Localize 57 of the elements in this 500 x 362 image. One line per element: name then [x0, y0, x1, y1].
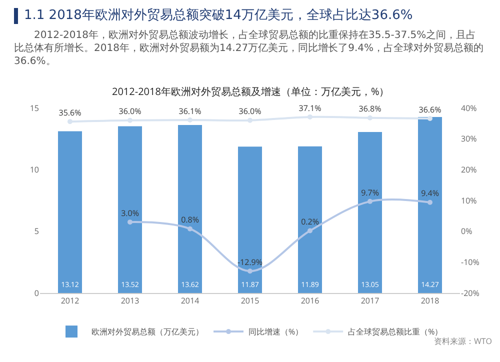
chart-title: 1.1 2018年欧洲对外贸易总额突破14万亿美元，全球占比达36.6%: [14, 8, 490, 24]
data-label: 3.0%: [121, 208, 140, 219]
bar: [178, 125, 202, 293]
bar: [418, 117, 442, 293]
bar: [298, 146, 322, 293]
data-label: 36.0%: [238, 106, 262, 118]
point: [128, 118, 132, 123]
data-label: 37.1%: [298, 102, 322, 114]
x-tick-label: 2015: [240, 296, 260, 307]
point: [428, 116, 432, 121]
text: 2012-2018年欧洲对外贸易总额及增速（单位：万亿美元，%）: [112, 84, 390, 98]
x-tick-label: 2014: [180, 296, 200, 307]
legend-label: 欧洲对外贸易总额（万亿美元）: [92, 326, 204, 338]
y-tick-label: 0: [34, 288, 40, 299]
point: [308, 114, 312, 120]
x-tick-label: 2012: [60, 296, 80, 307]
y-tick-label: 10: [30, 164, 40, 176]
bar: [238, 146, 262, 293]
bar: [58, 131, 82, 293]
point: [248, 118, 252, 123]
data-label: 0.2%: [301, 216, 320, 228]
legend-label: 占全球贸易总额比重（%）: [348, 326, 443, 338]
bar: [118, 126, 142, 293]
x-tick-label: 2016: [300, 296, 320, 307]
data-label: 0.8%: [181, 214, 200, 226]
point: [428, 200, 432, 205]
point: [68, 119, 72, 124]
point: [128, 220, 132, 225]
y2-tick-label: -10%: [461, 256, 480, 268]
data-label: 9.4%: [421, 188, 440, 200]
y2-tick-label: 30%: [461, 134, 478, 145]
data-label: 36.6%: [418, 104, 442, 116]
data-label: 36.1%: [178, 106, 202, 117]
bar: [358, 132, 382, 293]
point: [188, 226, 192, 232]
y2-tick-label: 40%: [461, 102, 478, 114]
y-tick-label: 5: [34, 226, 40, 238]
data-label: 36.8%: [358, 104, 382, 115]
legend-label: 同比增速（%）: [248, 326, 304, 338]
chart-subtitle: 2012-2018年，欧洲对外贸易总额波动增长，占全球贸易总额的比重保持在35.5-37.5%之间，且占比总体有所增长。2018年，欧洲对外贸易额为14.27万亿美元，同比增长了9.4%，占全球对外贸易总额的36.6%。: [14, 29, 484, 68]
text: 资料来源：WTO: [434, 336, 492, 347]
x-tick-label: 2018: [420, 296, 440, 307]
point: [248, 268, 252, 274]
x-tick-label: 2017: [360, 296, 380, 307]
y2-tick-label: 0%: [461, 226, 473, 238]
data-label: 36.0%: [118, 106, 142, 118]
point: [308, 228, 312, 234]
point: [188, 118, 192, 123]
y2-tick-label: -20%: [461, 288, 480, 299]
x-tick-label: 2013: [120, 296, 140, 307]
data-label: 9.7%: [361, 187, 380, 198]
point: [368, 115, 372, 120]
data-label: 35.6%: [58, 107, 82, 118]
y2-tick-label: 20%: [461, 164, 478, 176]
y2-tick-label: 10%: [461, 195, 478, 206]
point: [368, 198, 372, 204]
y-tick-label: 15: [30, 102, 40, 114]
